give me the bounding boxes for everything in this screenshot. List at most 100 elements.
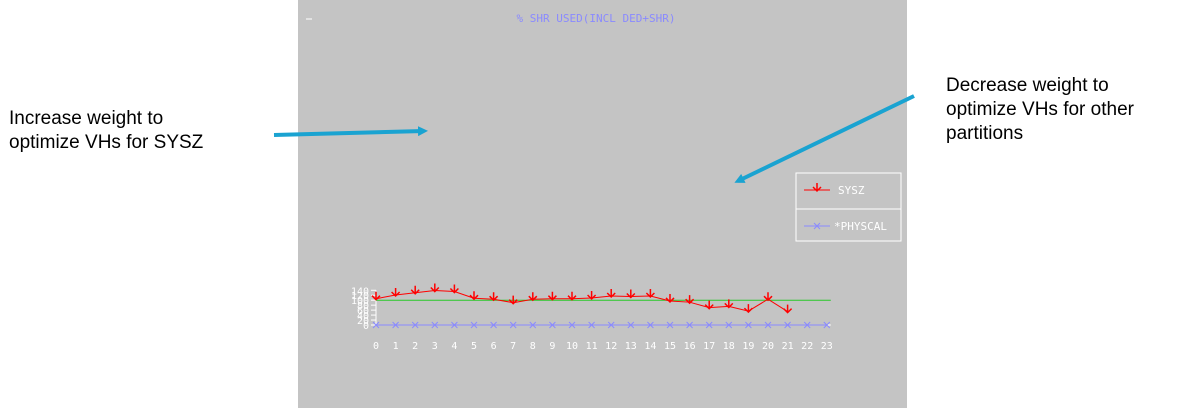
legend-marker-sysz bbox=[812, 183, 822, 193]
data-point-physcal bbox=[666, 321, 674, 329]
data-point-physcal bbox=[803, 321, 811, 329]
data-point-physcal bbox=[392, 321, 399, 329]
data-point-physcal bbox=[745, 321, 752, 329]
data-point-physcal bbox=[686, 321, 693, 329]
x-tick-label: 19 bbox=[742, 341, 754, 352]
x-tick-label: 3 bbox=[432, 341, 438, 352]
data-point-sysz bbox=[547, 291, 557, 301]
data-point-physcal bbox=[607, 321, 615, 329]
data-point-physcal bbox=[451, 321, 458, 329]
y-tick-label: 120 bbox=[351, 291, 369, 302]
decrease-arrow bbox=[734, 94, 915, 183]
y-tick-label: 40 bbox=[357, 311, 369, 322]
x-tick-label: 18 bbox=[723, 341, 735, 352]
data-point-physcal bbox=[509, 321, 517, 329]
y-tick-label: 20 bbox=[357, 316, 369, 327]
chart-panel: % SHR USED(INCL DED+SHR) 0 20 40 60 80 100 120… bbox=[298, 0, 907, 408]
x-tick-label: 12 bbox=[605, 341, 617, 352]
legend-box-physcal bbox=[795, 208, 902, 242]
data-point-physcal bbox=[725, 321, 733, 329]
x-tick-label: 23 bbox=[821, 341, 833, 352]
data-point-physcal bbox=[431, 321, 439, 329]
data-point-physcal bbox=[568, 321, 576, 329]
x-tick-label: 5 bbox=[471, 341, 477, 352]
y-tick-label: 60 bbox=[357, 306, 369, 317]
data-point-sysz bbox=[783, 304, 793, 314]
y-tick-label: 140 bbox=[351, 286, 369, 297]
x-tick-label: 1 bbox=[393, 341, 399, 352]
annotation-line: optimize VHs for SYSZ bbox=[9, 132, 204, 153]
x-tick-label: 20 bbox=[762, 341, 774, 352]
data-point-physcal bbox=[764, 321, 772, 329]
data-point-physcal bbox=[411, 321, 419, 329]
increase-arrow bbox=[273, 126, 428, 137]
chart-title: % SHR USED(INCL DED+SHR) bbox=[517, 12, 676, 25]
data-point-sysz bbox=[430, 283, 440, 293]
x-tick-label: 4 bbox=[451, 341, 457, 352]
annotation-line: optimize VHs for other bbox=[946, 99, 1134, 120]
data-point-physcal bbox=[647, 321, 654, 329]
annotation-decrease-weight: Decrease weight to optimize VHs for othe… bbox=[946, 74, 1186, 146]
annotation-line: Increase weight to bbox=[9, 108, 164, 129]
x-tick-label: 2 bbox=[412, 341, 418, 352]
x-tick-label: 6 bbox=[491, 341, 497, 352]
data-point-sysz bbox=[743, 304, 753, 314]
annotation-increase-weight: Increase weight to optimize VHs for SYSZ bbox=[9, 107, 289, 155]
x-tick-label: 13 bbox=[625, 341, 637, 352]
x-tick-label: 0 bbox=[373, 341, 379, 352]
x-tick-label: 14 bbox=[644, 341, 656, 352]
data-point-sysz bbox=[763, 292, 773, 302]
y-tick-label: 80 bbox=[357, 301, 369, 312]
legend-marker-physcal bbox=[813, 222, 821, 230]
data-point-physcal bbox=[627, 321, 635, 329]
legend-label-physcal: *PHYSCAL bbox=[834, 220, 887, 233]
data-point-sysz bbox=[704, 300, 714, 310]
data-point-sysz bbox=[587, 290, 597, 301]
x-tick-label: 22 bbox=[801, 341, 813, 352]
data-point-sysz bbox=[685, 295, 695, 305]
x-tick-label: 16 bbox=[684, 341, 696, 352]
data-point-physcal bbox=[705, 321, 713, 329]
data-point-sysz bbox=[626, 289, 636, 299]
data-point-physcal bbox=[549, 321, 556, 329]
data-point-sysz bbox=[724, 299, 734, 309]
x-tick-label: 17 bbox=[703, 341, 715, 352]
data-point-sysz bbox=[606, 288, 616, 299]
data-point-physcal bbox=[784, 321, 791, 329]
data-point-sysz bbox=[449, 284, 459, 294]
data-point-physcal bbox=[823, 321, 831, 329]
chart-svg: % SHR USED(INCL DED+SHR) 020406080100120… bbox=[306, 12, 902, 352]
x-tick-label: 9 bbox=[549, 341, 555, 352]
data-point-physcal bbox=[372, 321, 380, 329]
data-point-sysz bbox=[410, 285, 420, 295]
data-point-physcal bbox=[588, 321, 595, 329]
data-point-sysz bbox=[489, 292, 499, 302]
x-tick-label: 10 bbox=[566, 341, 578, 352]
data-point-sysz bbox=[469, 291, 479, 301]
data-point-sysz bbox=[567, 291, 577, 301]
x-tick-label: 8 bbox=[530, 341, 536, 352]
annotation-line: partitions bbox=[946, 123, 1024, 144]
data-point-sysz bbox=[508, 295, 518, 305]
x-tick-label: 15 bbox=[664, 341, 676, 352]
data-point-sysz bbox=[371, 291, 381, 301]
data-point-sysz bbox=[391, 287, 401, 298]
data-point-sysz bbox=[528, 292, 538, 302]
data-point-physcal bbox=[470, 321, 478, 329]
x-tick-label: 21 bbox=[782, 341, 794, 352]
data-point-sysz bbox=[665, 293, 675, 304]
y-tick-label: 0 bbox=[363, 321, 369, 332]
series-layer bbox=[371, 283, 831, 329]
y-tick-label: 100 bbox=[351, 296, 369, 307]
x-tick-label: 11 bbox=[586, 341, 598, 352]
annotation-line: Decrease weight to bbox=[946, 75, 1109, 96]
data-point-sysz bbox=[645, 288, 655, 299]
series-line-sysz bbox=[375, 290, 788, 313]
data-point-physcal bbox=[529, 321, 537, 329]
x-tick-label: 7 bbox=[510, 341, 516, 352]
legend: SYSZ *PHYSCAL bbox=[795, 172, 902, 242]
legend-label-sysz: SYSZ bbox=[838, 184, 865, 197]
data-point-physcal bbox=[490, 321, 497, 329]
